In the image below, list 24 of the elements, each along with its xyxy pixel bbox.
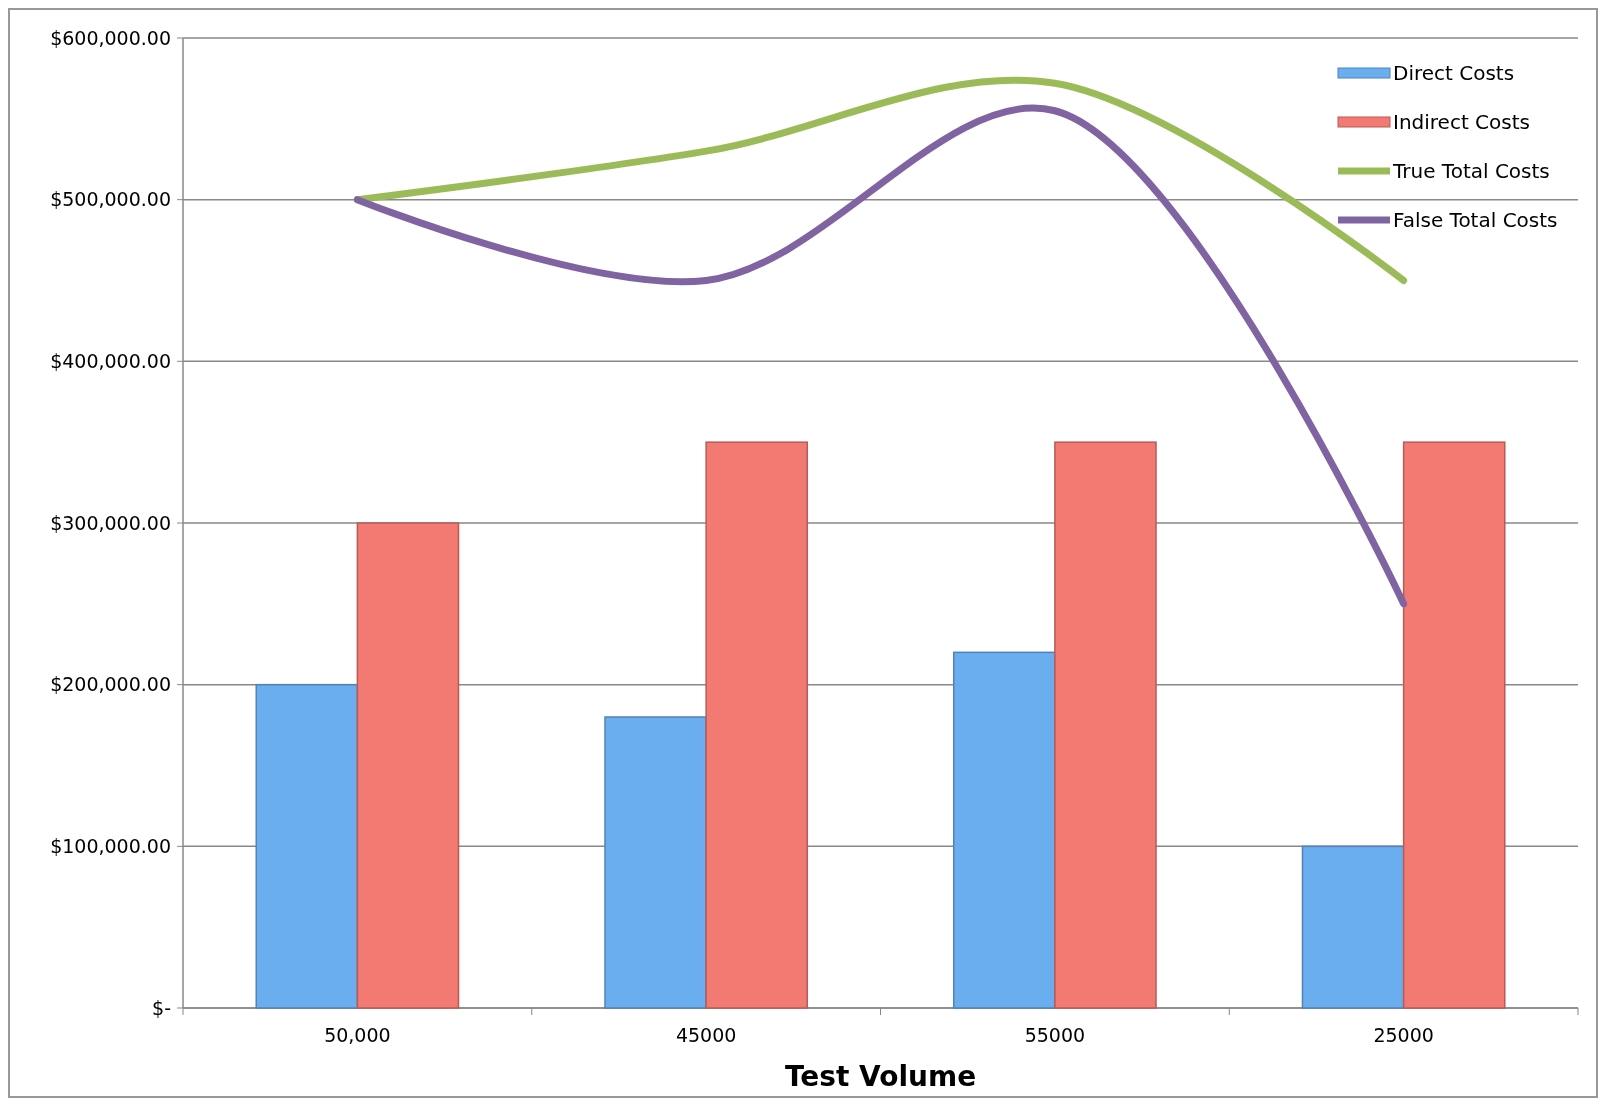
bar [1054,441,1157,1009]
x-tick-label: 55000 [1024,1024,1086,1046]
legend-label: False Total Costs [1393,208,1558,232]
y-tick-label: $600,000.00 [50,26,171,49]
x-tick-label: 50,000 [324,1024,391,1046]
legend-label: Indirect Costs [1393,110,1530,134]
bar [1402,441,1506,1009]
y-tick-label: $200,000.00 [50,673,171,696]
bar [705,441,809,1009]
y-tick-label: $400,000.00 [50,349,171,372]
bar [604,716,707,1009]
legend-label: Direct Costs [1393,61,1515,85]
y-tick-label: $100,000.00 [50,834,171,857]
legend-label: True Total Costs [1392,159,1550,183]
y-tick-label: $500,000.00 [50,188,171,211]
x-tick-label: 25000 [1373,1024,1434,1046]
x-tick-label: 45000 [675,1024,737,1046]
x-axis-title: Test Volume [784,1060,977,1093]
y-tick-label: $- [152,996,171,1019]
bar [1301,845,1405,1009]
bar [356,522,460,1009]
bar [952,651,1056,1009]
bar [255,683,359,1009]
y-tick-label: $300,000.00 [50,511,171,534]
